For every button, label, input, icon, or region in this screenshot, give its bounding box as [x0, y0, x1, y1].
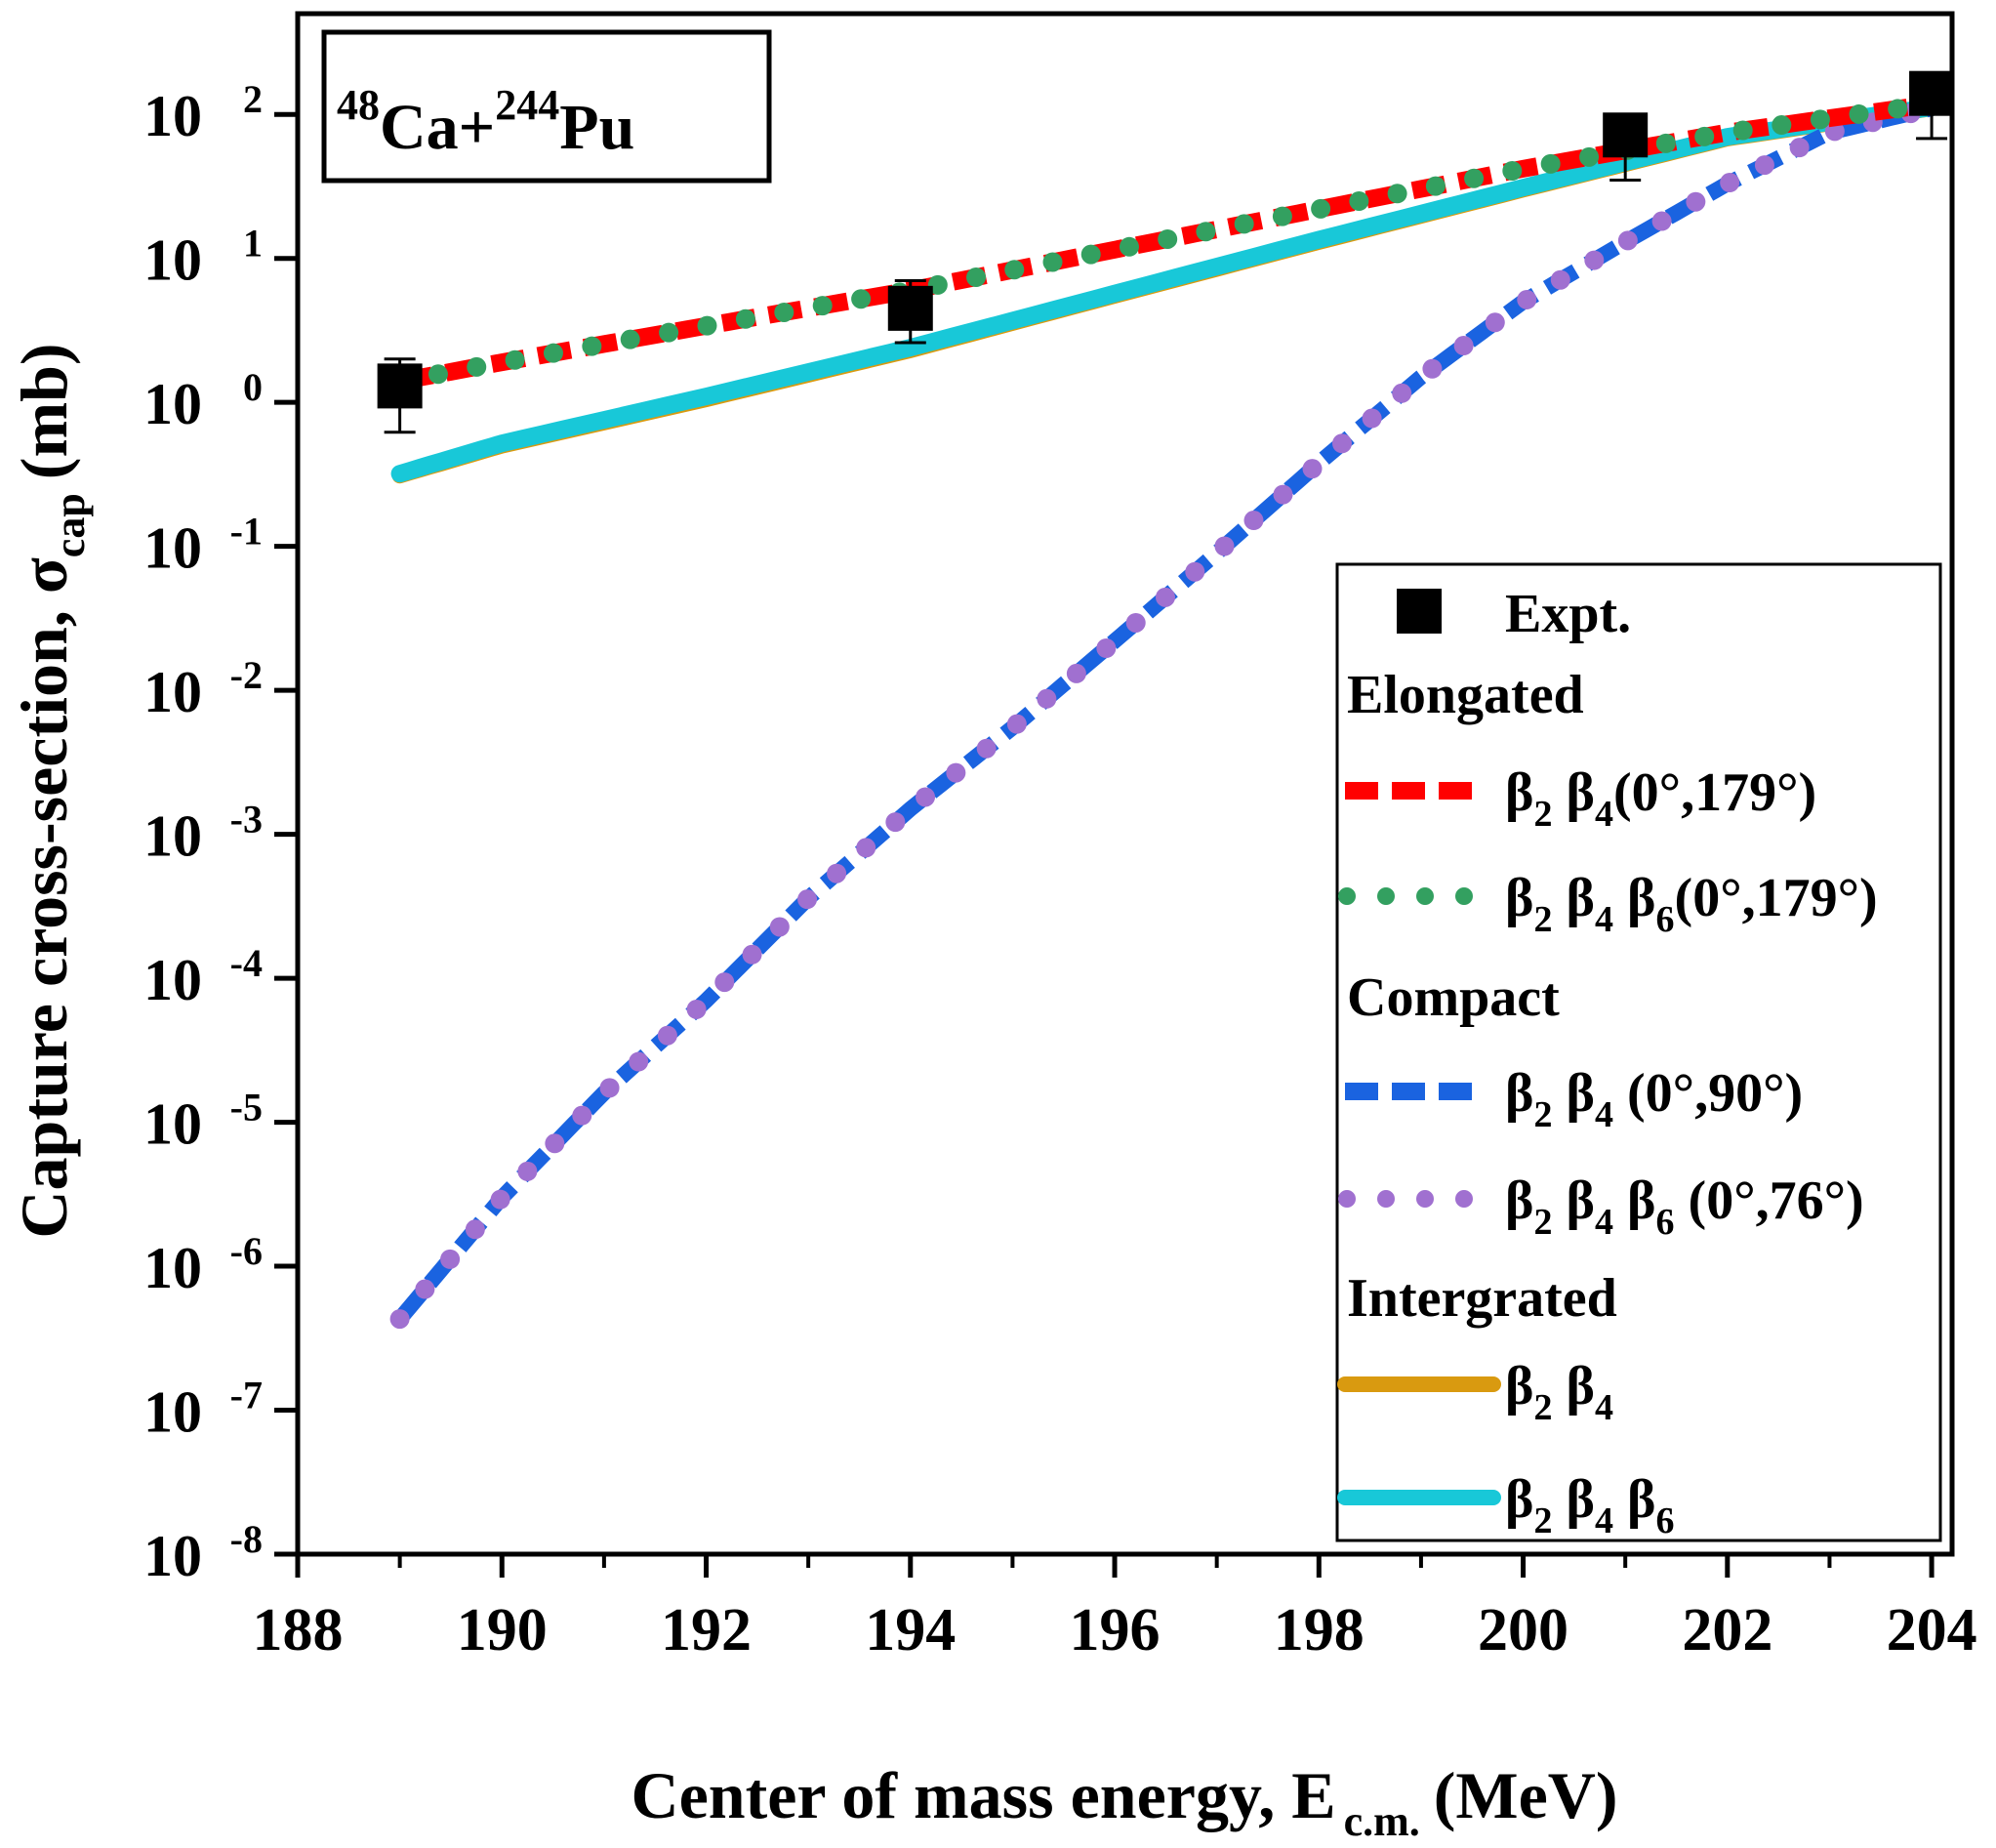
x-axis-title-main: Center of mass energy, E: [631, 1758, 1335, 1832]
y-tick-label-7: 10: [143, 516, 202, 581]
y-axis-title: Capture cross-section, σcap (mb): [7, 343, 94, 1238]
legend-group-integrated: Intergrated: [1347, 1268, 1617, 1329]
reaction-label-text: 48Ca+244Pu: [337, 81, 634, 163]
x-tick-label-3: 194: [865, 1597, 956, 1663]
legend-expt-label: Expt.: [1505, 584, 1631, 644]
legend-group-elongated: Elongated: [1347, 665, 1584, 725]
y-tick-exponent-3: -5: [230, 1086, 263, 1129]
expt-point-3: [1909, 70, 1955, 116]
legend-expt-marker: [1397, 589, 1442, 634]
plot-frame: [295, 11, 1955, 1557]
y-tick-base-2: 10: [143, 1236, 202, 1300]
y-axis-title-main: Capture cross-section, σ: [7, 557, 81, 1238]
y-tick-base-6: 10: [143, 660, 202, 724]
x-tick-label-5: 198: [1274, 1597, 1365, 1663]
y-tick-exponent-5: -3: [230, 798, 263, 842]
legend-entries: β2 β4(0°,179°) β2 β4 β6(0°,179°) β2 β4 (0°,90°…: [1337, 762, 1878, 1541]
y-axis-title-unit: (mb): [7, 343, 81, 479]
y-tick-label-2: 10: [143, 1236, 202, 1300]
y-tick-exponent-10: 2: [243, 77, 263, 121]
y-tick-base-4: 10: [143, 948, 202, 1012]
x-axis-title-sub: c.m.: [1344, 1797, 1420, 1845]
x-tick-label-6: 200: [1478, 1597, 1568, 1663]
legend-label-5: β2 β4 β6: [1505, 1469, 1675, 1541]
legend: Expt. Elongated Compact Intergrated β2 β4…: [1335, 562, 1942, 1542]
y-tick-label-1: 10: [143, 1380, 202, 1445]
y-tick-label-4: 10: [143, 948, 202, 1012]
x-tick-label-8: 204: [1887, 1597, 1977, 1663]
x-tick-label-4: 196: [1070, 1597, 1161, 1663]
series-line-5: [390, 99, 1941, 483]
series-line-3: [389, 99, 1942, 1330]
expt-point-2: [1603, 112, 1649, 158]
y-tick-exponent-2: -6: [230, 1229, 263, 1273]
y-tick-label-9: 10: [143, 228, 202, 293]
legend-label-2: β2 β4 (0°,90°): [1505, 1063, 1803, 1135]
legend-label-0: β2 β4(0°,179°): [1505, 762, 1816, 835]
y-tick-label-3: 10: [143, 1092, 202, 1157]
reaction-label: 48Ca+244Pu: [321, 29, 772, 184]
element-ca: Ca: [380, 92, 459, 163]
plus-sign: +: [459, 92, 496, 163]
y-tick-label-5: 10: [143, 804, 202, 869]
y-tick-base-9: 10: [143, 228, 202, 293]
y-axis-title-sub: cap: [46, 493, 94, 557]
legend-label-3: β2 β4 β6 (0°,76°): [1505, 1170, 1864, 1243]
y-tick-base-8: 10: [143, 372, 202, 436]
series-line-1: [389, 94, 1942, 391]
y-tick-exponent-1: -7: [230, 1374, 263, 1417]
element-pu: Pu: [559, 92, 634, 163]
y-tick-exponent-9: 1: [243, 222, 263, 266]
y-tick-base-1: 10: [143, 1380, 202, 1445]
expt-point-1: [887, 285, 933, 331]
reaction-label-box: [321, 29, 772, 184]
y-tick-exponent-0: -8: [230, 1517, 263, 1561]
y-tick-base-3: 10: [143, 1092, 202, 1157]
y-tick-base-7: 10: [143, 516, 202, 581]
y-tick-exponent-8: 0: [243, 365, 263, 409]
x-tick-label-0: 188: [253, 1597, 344, 1663]
x-tick-label-1: 190: [457, 1597, 548, 1663]
y-tick-exponent-6: -2: [230, 653, 263, 697]
mass-number-48: 48: [337, 81, 380, 129]
y-tick-exponent-7: -1: [230, 510, 263, 554]
y-tick-base-0: 10: [143, 1524, 202, 1588]
legend-label-1: β2 β4 β6(0°,179°): [1505, 868, 1878, 940]
experiment-layer: [377, 70, 1955, 434]
y-tick-base-10: 10: [143, 84, 202, 148]
y-tick-exponent-4: -4: [230, 941, 263, 985]
series-layer: [389, 94, 1942, 1330]
mass-number-244: 244: [495, 81, 559, 129]
x-tick-label-2: 192: [661, 1597, 752, 1663]
y-tick-label-0: 10: [143, 1524, 202, 1588]
y-tick-label-8: 10: [143, 372, 202, 436]
legend-group-compact: Compact: [1347, 967, 1560, 1028]
expt-point-0: [377, 363, 423, 409]
y-tick-label-10: 10: [143, 84, 202, 148]
y-tick-label-6: 10: [143, 660, 202, 724]
legend-label-4: β2 β4: [1505, 1356, 1613, 1428]
x-axis-title-unit: (MeV): [1434, 1758, 1618, 1832]
x-tick-label-7: 202: [1682, 1597, 1772, 1663]
y-tick-base-5: 10: [143, 804, 202, 869]
